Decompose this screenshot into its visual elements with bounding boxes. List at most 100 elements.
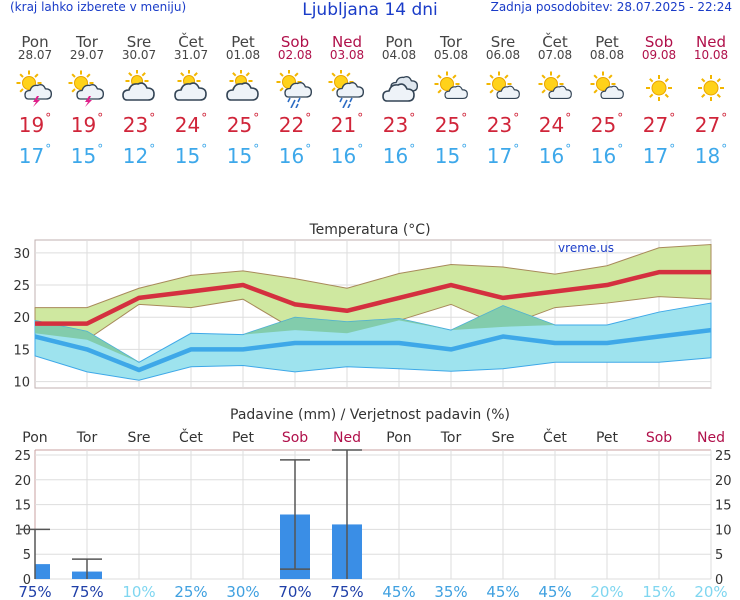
- y-tick-label-right: 15: [715, 499, 732, 514]
- temp-max-value: 27: [642, 113, 669, 137]
- min-temp-line: [34, 327, 712, 373]
- temp-min: 17°: [633, 142, 685, 168]
- degree-sign: °: [45, 111, 52, 125]
- temp-max: 24°: [165, 111, 217, 137]
- x-tick-label: Čet: [179, 428, 203, 446]
- y-tick-label: 30: [13, 247, 30, 262]
- day-date: 02.08: [277, 48, 313, 62]
- cloudy-icon: [373, 70, 425, 106]
- degree-sign: °: [669, 111, 676, 125]
- day-name: Sre: [490, 33, 516, 51]
- temp-min: 18°: [685, 142, 737, 168]
- day-name: Čet: [178, 33, 204, 51]
- y-tick-label-left: 20: [14, 474, 31, 489]
- precipitation-chart-title: Padavine (mm) / Verjetnost padavin (%): [230, 407, 510, 423]
- temp-max-value: 23: [486, 113, 513, 137]
- sun-icon: [685, 70, 737, 106]
- x-tick-label: Sob: [646, 430, 672, 446]
- temp-max: 23°: [373, 111, 425, 137]
- temp-max: 21°: [321, 111, 373, 137]
- precip-probability: 20%: [694, 583, 727, 600]
- precip-probability: 45%: [382, 583, 415, 600]
- precip-probability: 75%: [18, 583, 51, 600]
- temp-max: 27°: [633, 111, 685, 137]
- mostly-sunny-icon: [477, 70, 529, 106]
- temp-max: 23°: [477, 111, 529, 137]
- day-name: Pon: [21, 33, 49, 51]
- y-tick-label: 25: [13, 279, 30, 294]
- temp-max: 25°: [581, 111, 633, 137]
- day-date: 29.07: [69, 48, 105, 62]
- degree-sign: °: [45, 142, 52, 156]
- degree-sign: °: [253, 142, 260, 156]
- max-temp-line: [35, 269, 711, 326]
- x-tick-label: Tor: [76, 430, 98, 446]
- degree-sign: °: [305, 111, 312, 125]
- precip-probability: 70%: [278, 583, 311, 600]
- day-name: Sob: [644, 33, 674, 51]
- y-tick-label: 15: [13, 343, 30, 358]
- degree-sign: °: [461, 111, 468, 125]
- temp-min-value: 15: [226, 144, 253, 168]
- y-tick-label-right: 0: [715, 573, 723, 588]
- degree-sign: °: [461, 142, 468, 156]
- y-tick-label-right: 10: [715, 523, 732, 538]
- degree-sign: °: [513, 142, 520, 156]
- sun-cloud-thunder-icon: [61, 70, 113, 107]
- day-date: 06.08: [485, 48, 521, 62]
- day-date: 07.08: [537, 48, 573, 62]
- temp-min-value: 12: [122, 144, 149, 168]
- degree-sign: °: [721, 111, 728, 125]
- x-tick-label: Pon: [22, 430, 47, 446]
- day-date: 05.08: [433, 48, 469, 62]
- y-tick-label-left: 15: [14, 499, 31, 514]
- x-tick-label: Sre: [128, 430, 151, 446]
- mostly-sunny-icon: [425, 70, 477, 106]
- day-date: 01.08: [225, 48, 261, 62]
- sun-cloud-rain-icon: [321, 69, 373, 109]
- sun-icon: [633, 70, 685, 106]
- temp-min: 15°: [217, 142, 269, 168]
- precip-probability: 75%: [70, 583, 103, 600]
- temp-min-value: 16: [330, 144, 357, 168]
- y-tick-label: 10: [13, 376, 30, 390]
- degree-sign: °: [513, 111, 520, 125]
- temp-min-value: 17: [642, 144, 669, 168]
- temp-min: 15°: [165, 142, 217, 168]
- partly-cloudy-icon: [165, 69, 217, 106]
- day-date: 09.08: [641, 48, 677, 62]
- day-date: 08.08: [589, 48, 625, 62]
- precip-probability: 25%: [174, 583, 207, 600]
- x-tick-label: Pet: [596, 430, 619, 446]
- degree-sign: °: [201, 111, 208, 125]
- mostly-sunny-icon: [529, 70, 581, 106]
- y-tick-label-right: 20: [715, 474, 732, 489]
- day-name: Tor: [76, 33, 98, 51]
- degree-sign: °: [617, 111, 624, 125]
- partly-cloudy-icon: [217, 69, 269, 106]
- x-tick-label: Pet: [232, 430, 255, 446]
- degree-sign: °: [409, 111, 416, 125]
- temp-min-value: 16: [278, 144, 305, 168]
- temp-max-value: 24: [538, 113, 565, 137]
- x-tick-label: Ned: [333, 430, 361, 446]
- temp-min-value: 15: [174, 144, 201, 168]
- day-date: 04.08: [381, 48, 417, 62]
- day-date: 28.07: [17, 48, 53, 62]
- partly-cloudy-icon: [113, 69, 165, 106]
- precip-probability: 35%: [434, 583, 467, 600]
- temp-min: 15°: [425, 142, 477, 168]
- degree-sign: °: [565, 142, 572, 156]
- sun-cloud-thunder-icon: [9, 70, 61, 107]
- temp-max-value: 27: [694, 113, 721, 137]
- day-date: 30.07: [121, 48, 157, 62]
- temp-min: 17°: [9, 142, 61, 168]
- y-tick-label-left: 5: [23, 548, 31, 563]
- sun-cloud-rain-icon: [269, 69, 321, 109]
- y-tick-label: 20: [13, 311, 30, 326]
- temp-min-value: 17: [18, 144, 45, 168]
- precip-probability: 30%: [226, 583, 259, 600]
- x-tick-label: Čet: [543, 428, 567, 446]
- day-name: Ned: [696, 33, 726, 51]
- day-name: Ned: [332, 33, 362, 51]
